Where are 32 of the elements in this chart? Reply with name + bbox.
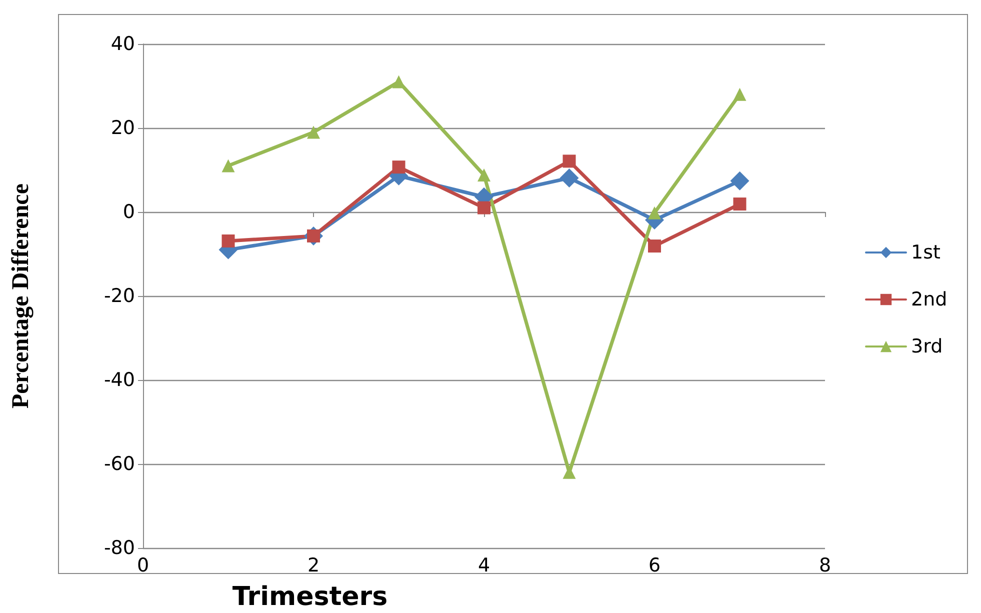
point [733, 198, 746, 211]
y-tick-label: 40 [110, 33, 135, 55]
y-tick-label: 0 [122, 201, 135, 223]
y-tick-label: -40 [104, 369, 135, 391]
y-tick-label: -60 [104, 453, 135, 475]
x-axis-title: Trimesters [231, 582, 389, 612]
point [478, 201, 490, 214]
legend-label: 2nd [911, 288, 948, 310]
point [730, 171, 750, 190]
x-tick-label: 2 [307, 554, 320, 576]
point [562, 154, 576, 168]
x-tick-label: 4 [478, 554, 490, 576]
point [222, 159, 235, 172]
point [478, 168, 490, 182]
x-tick-label: 0 [136, 554, 150, 576]
legend-label: 3rd [911, 336, 943, 358]
point [392, 75, 406, 88]
y-axis-title: Percentage Difference [8, 183, 34, 408]
point [562, 466, 576, 479]
y-tick-label: 20 [110, 117, 135, 139]
legend-label: 1st [911, 242, 940, 264]
point [222, 234, 235, 248]
point [733, 88, 746, 101]
x-tick-label: 8 [818, 554, 832, 576]
point [648, 240, 661, 253]
x-tick-label: 6 [648, 554, 661, 576]
point [392, 160, 406, 174]
y-tick-label: -20 [104, 285, 135, 307]
y-tick-label: -80 [104, 537, 135, 559]
point [560, 168, 579, 188]
point [307, 126, 320, 139]
point [648, 206, 661, 220]
